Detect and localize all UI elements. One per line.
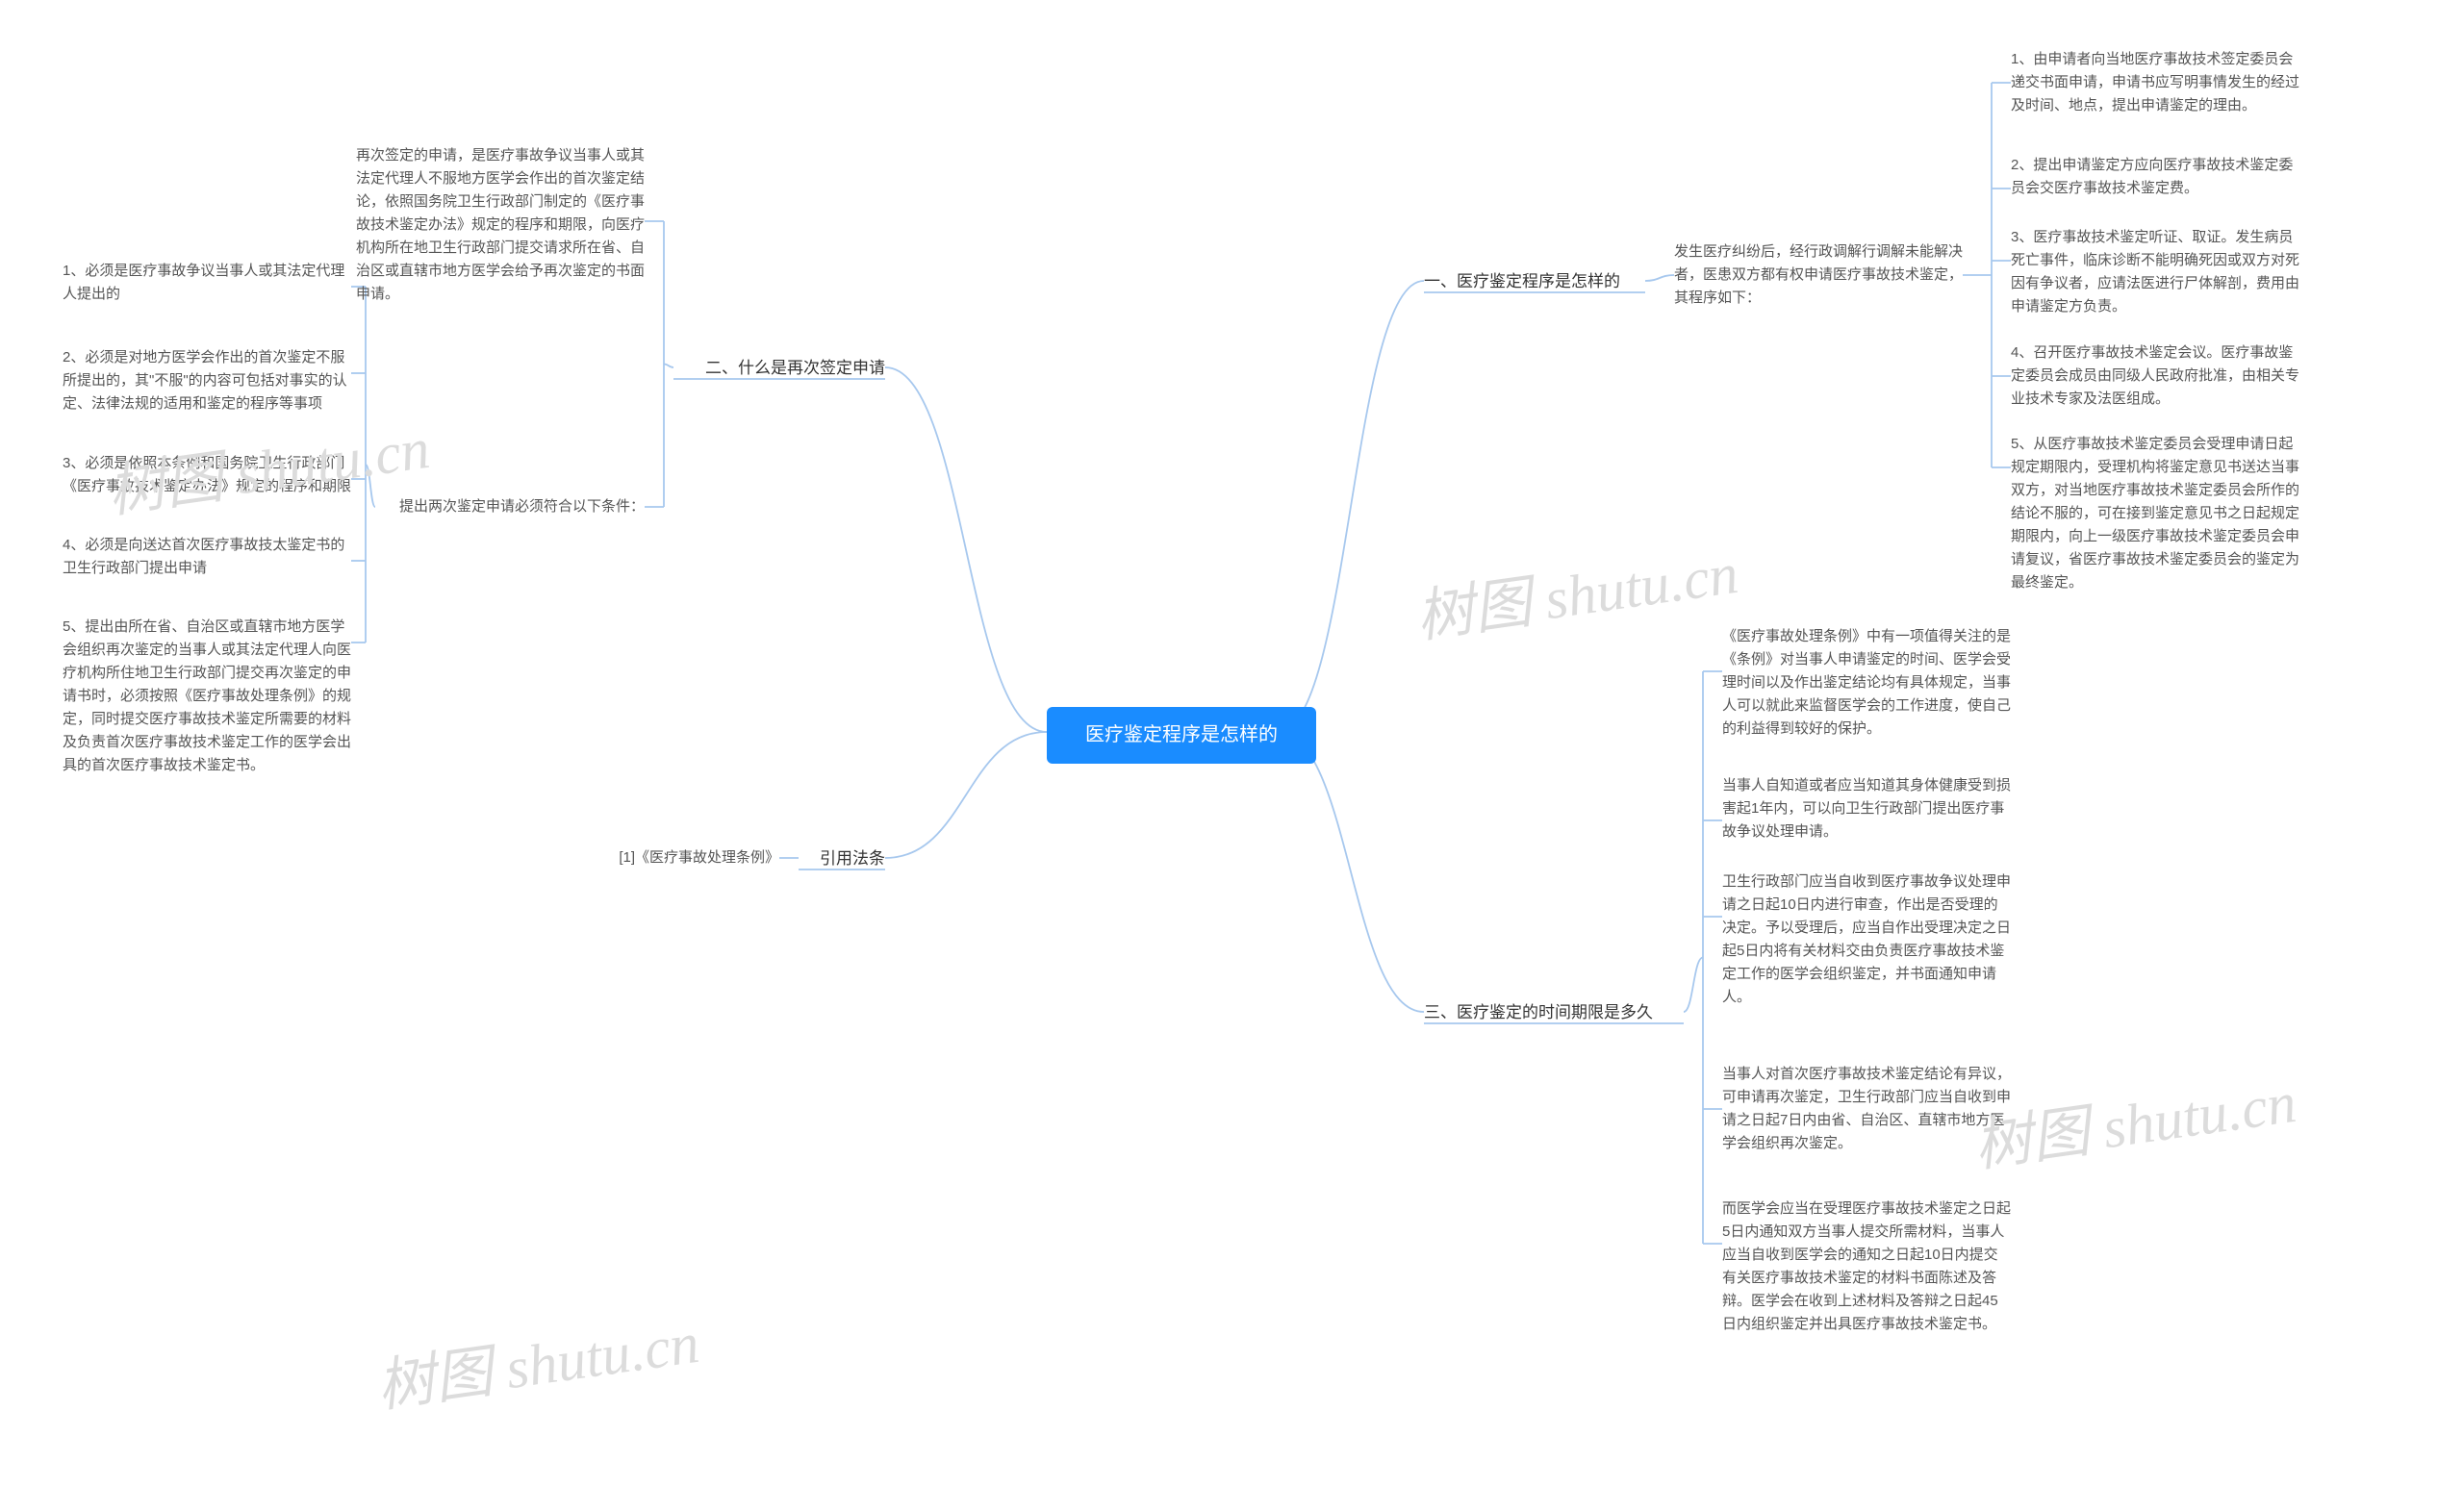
leaf-r2-3: 卫生行政部门应当自收到医疗事故争议处理申请之日起10日内进行审查，作出是否受理的…	[1722, 870, 2011, 1009]
leaf-l1-desc: 再次签定的申请，是医疗事故争议当事人或其法定代理人不服地方医学会作出的首次鉴定结…	[356, 144, 645, 306]
leaf-r1-1: 1、由申请者向当地医疗事故技术签定委员会递交书面申请，申请书应写明事情发生的经过…	[2011, 48, 2299, 117]
leaf-l1-c1: 1、必须是医疗事故争议当事人或其法定代理人提出的	[63, 260, 351, 306]
leaf-r2-2: 当事人自知道或者应当知道其身体健康受到损害起1年内，可以向卫生行政部门提出医疗事…	[1722, 774, 2011, 844]
leaf-r2-1: 《医疗事故处理条例》中有一项值得关注的是《条例》对当事人申请鉴定的时间、医学会受…	[1722, 625, 2011, 741]
leaf-l1-c4: 4、必须是向送达首次医疗事故技太鉴定书的卫生行政部门提出申请	[63, 534, 351, 580]
leaf-l1-c2: 2、必须是对地方医学会作出的首次鉴定不服所提出的，其"不服"的内容可包括对事实的…	[63, 346, 351, 416]
branch-l1[interactable]: 二、什么是再次签定申请	[673, 356, 885, 385]
branch-l2[interactable]: 引用法条	[799, 846, 885, 875]
leaf-l2-1: [1]《医疗事故处理条例》	[587, 846, 779, 869]
branch-r1[interactable]: 一、医疗鉴定程序是怎样的	[1424, 269, 1645, 298]
leaf-r1-4: 4、召开医疗事故技术鉴定会议。医疗事故鉴定委员会成员由同级人民政府批准，由相关专…	[2011, 341, 2299, 411]
branch-r2[interactable]: 三、医疗鉴定的时间期限是多久	[1424, 1000, 1684, 1029]
leaf-l1-c3: 3、必须是依照本条例和国务院卫生行政部门《医疗事故技术鉴定办法》规定的程序和期限	[63, 452, 351, 498]
leaf-r2-4: 当事人对首次医疗事故技术鉴定结论有异议，可申请再次鉴定，卫生行政部门应当自收到申…	[1722, 1063, 2011, 1155]
root-node[interactable]: 医疗鉴定程序是怎样的	[1047, 707, 1316, 764]
branch-r1-desc: 发生医疗纠纷后，经行政调解行调解未能解决者，医患双方都有权申请医疗事故技术鉴定，…	[1674, 240, 1963, 310]
leaf-l1-c5: 5、提出由所在省、自治区或直辖市地方医学会组织再次鉴定的当事人或其法定代理人向医…	[63, 616, 351, 777]
leaf-r2-5: 而医学会应当在受理医疗事故技术鉴定之日起5日内通知双方当事人提交所需材料，当事人…	[1722, 1197, 2011, 1336]
leaf-l1-cond: 提出两次鉴定申请必须符合以下条件：	[375, 495, 645, 518]
leaf-r1-5: 5、从医疗事故技术鉴定委员会受理申请日起规定期限内，受理机构将鉴定意见书送达当事…	[2011, 433, 2299, 594]
leaf-r1-2: 2、提出申请鉴定方应向医疗事故技术鉴定委员会交医疗事故技术鉴定费。	[2011, 154, 2299, 200]
leaf-r1-3: 3、医疗事故技术鉴定听证、取证。发生病员死亡事件，临床诊断不能明确死因或双方对死…	[2011, 226, 2299, 318]
